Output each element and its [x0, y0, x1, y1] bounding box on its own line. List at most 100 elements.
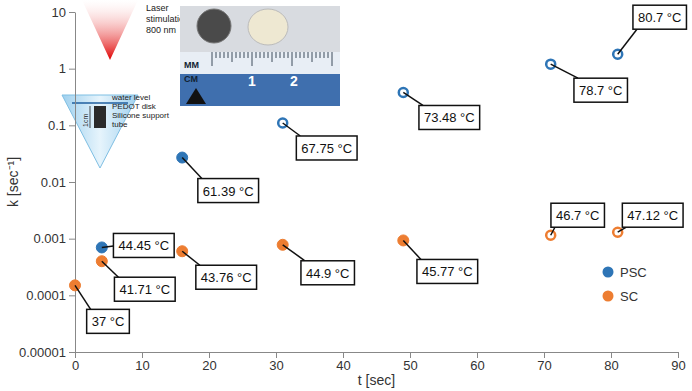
callout: 67.75 °C — [283, 123, 357, 160]
callout-pointer — [182, 251, 200, 265]
callout-label: 46.7 °C — [556, 208, 600, 223]
x-tick-mark — [75, 352, 76, 358]
legend-label: SC — [620, 289, 638, 304]
y-tick-mark — [69, 125, 75, 126]
x-tick-mark — [678, 352, 679, 358]
sc-sample — [248, 9, 288, 45]
inset: Laserstimulation800 nm1cmwater levelPEDO… — [62, 0, 189, 168]
x-tick-label: 60 — [470, 358, 484, 373]
x-tick: 40 — [336, 352, 350, 373]
legend-marker — [603, 267, 614, 278]
callout-box — [417, 259, 478, 283]
ruler-tick — [240, 52, 241, 58]
laser-beam — [82, 0, 138, 60]
y-tick-mark — [69, 239, 75, 240]
callout-label: 73.48 °C — [424, 110, 475, 125]
y-tick-label: 0.0001 — [26, 288, 66, 303]
pedot-disk — [94, 106, 106, 128]
ruler-tick — [304, 52, 305, 58]
callout-label: 45.77 °C — [422, 264, 473, 279]
ruler-tick — [264, 52, 265, 58]
callouts: 44.45 °C61.39 °C67.75 °C73.48 °C78.7 °C8… — [75, 5, 686, 333]
callout-pointer — [283, 245, 305, 261]
ruler-tick — [296, 52, 297, 58]
callout: 46.7 °C — [551, 203, 605, 235]
x-tick: 80 — [604, 352, 618, 373]
legend: PSCSC — [603, 265, 647, 304]
y-tick-mark — [69, 352, 75, 353]
x-tick-label: 20 — [202, 358, 216, 373]
x-tick-mark — [611, 352, 612, 358]
callout-box — [87, 309, 130, 333]
inset-label: water level — [111, 93, 150, 102]
legend-item: SC — [603, 289, 639, 304]
ruler-tick — [272, 52, 273, 62]
ruler-tick — [312, 52, 313, 62]
ruler-tick — [244, 52, 245, 58]
x-tick: 10 — [135, 352, 149, 373]
ruler-tick — [276, 52, 277, 58]
callout: 73.48 °C — [403, 92, 479, 129]
ruler-label: CM — [184, 74, 198, 84]
callout-box — [301, 261, 355, 285]
x-tick-mark — [343, 352, 344, 358]
callout: 80.7 °C — [618, 5, 687, 54]
y-axis: 0.000010.00010.0010.010.1110 — [19, 5, 76, 360]
callout: 45.77 °C — [403, 240, 477, 283]
ruler-scale — [180, 52, 340, 74]
y-tick-label: 10 — [52, 5, 66, 20]
callout-pointer — [403, 92, 423, 105]
x-tick-label: 30 — [269, 358, 283, 373]
y-tick-label: 0.001 — [33, 231, 66, 246]
callout-label: 43.76 °C — [201, 270, 252, 285]
callout-label: 44.9 °C — [306, 266, 350, 281]
y-tick-label: 0.01 — [41, 175, 66, 190]
y-tick-label: 0.1 — [48, 118, 66, 133]
x-tick: 50 — [403, 352, 417, 373]
callout-label: 37 °C — [92, 314, 125, 329]
ruler-label: 1 — [248, 73, 256, 89]
callout-label: 80.7 °C — [638, 10, 682, 25]
ruler-tick — [236, 52, 237, 58]
inset-label: 1cm — [82, 114, 89, 127]
photo: MMCM12 — [180, 6, 340, 106]
ruler-tick — [232, 52, 233, 62]
y-tick: 0.001 — [33, 231, 75, 246]
y-axis-line — [75, 13, 76, 353]
points — [70, 50, 623, 291]
x-tick-label: 70 — [537, 358, 551, 373]
y-tick: 0.00001 — [19, 345, 75, 360]
callout-pointer — [551, 64, 578, 78]
x-tick-label: 50 — [403, 358, 417, 373]
callout-box — [196, 265, 257, 289]
callout-label: 67.75 °C — [301, 141, 352, 156]
y-tick: 0.1 — [48, 118, 75, 133]
x-axis: 0102030405060708090 — [72, 352, 686, 373]
ruler-tick — [332, 52, 333, 66]
callout-pointer — [403, 240, 421, 259]
pedot-sample — [197, 9, 231, 43]
x-tick-label: 10 — [135, 358, 149, 373]
x-axis-line — [76, 352, 679, 353]
x-tick-mark — [209, 352, 210, 358]
ruler-tick — [268, 52, 269, 58]
x-tick-mark — [142, 352, 143, 358]
ruler-tick — [228, 52, 229, 58]
x-tick: 20 — [202, 352, 216, 373]
ruler-label: MM — [184, 60, 199, 70]
inset-label: PEDOT disk — [112, 102, 157, 111]
callout-box — [574, 78, 628, 102]
x-tick: 60 — [470, 352, 484, 373]
callout: 44.45 °C — [102, 233, 174, 257]
x-tick-mark — [410, 352, 411, 358]
callout-pointer — [75, 285, 91, 309]
ruler — [180, 52, 340, 106]
callout-pointer — [283, 123, 301, 136]
inset-label: 800 nm — [146, 25, 176, 35]
y-tick-mark — [69, 12, 75, 13]
ruler-pointer — [186, 88, 206, 104]
x-tick: 30 — [269, 352, 283, 373]
y-tick: 0.0001 — [26, 288, 75, 303]
ruler-tick — [212, 52, 213, 66]
ruler-tick — [248, 52, 249, 58]
